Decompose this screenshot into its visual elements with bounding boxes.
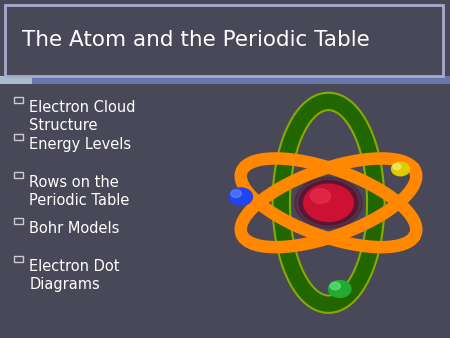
Circle shape <box>229 188 252 206</box>
Bar <box>14 256 22 262</box>
Circle shape <box>330 282 340 290</box>
Circle shape <box>328 281 351 297</box>
Text: Bohr Models: Bohr Models <box>29 221 120 236</box>
Text: Electron Cloud
Structure: Electron Cloud Structure <box>29 100 136 133</box>
Circle shape <box>310 189 330 203</box>
Bar <box>14 134 22 140</box>
Text: Energy Levels: Energy Levels <box>29 137 131 152</box>
FancyBboxPatch shape <box>4 5 443 76</box>
Circle shape <box>393 164 401 170</box>
Circle shape <box>304 184 353 221</box>
Text: Rows on the
Periodic Table: Rows on the Periodic Table <box>29 175 130 208</box>
Bar <box>14 218 22 224</box>
Circle shape <box>392 162 410 176</box>
Bar <box>14 172 22 178</box>
FancyBboxPatch shape <box>0 76 32 84</box>
Circle shape <box>295 177 362 228</box>
Circle shape <box>299 181 358 225</box>
Circle shape <box>231 190 241 198</box>
Bar <box>14 97 22 103</box>
Text: Electron Dot
Diagrams: Electron Dot Diagrams <box>29 259 120 292</box>
Text: The Atom and the Periodic Table: The Atom and the Periodic Table <box>22 29 370 50</box>
FancyBboxPatch shape <box>32 76 450 84</box>
